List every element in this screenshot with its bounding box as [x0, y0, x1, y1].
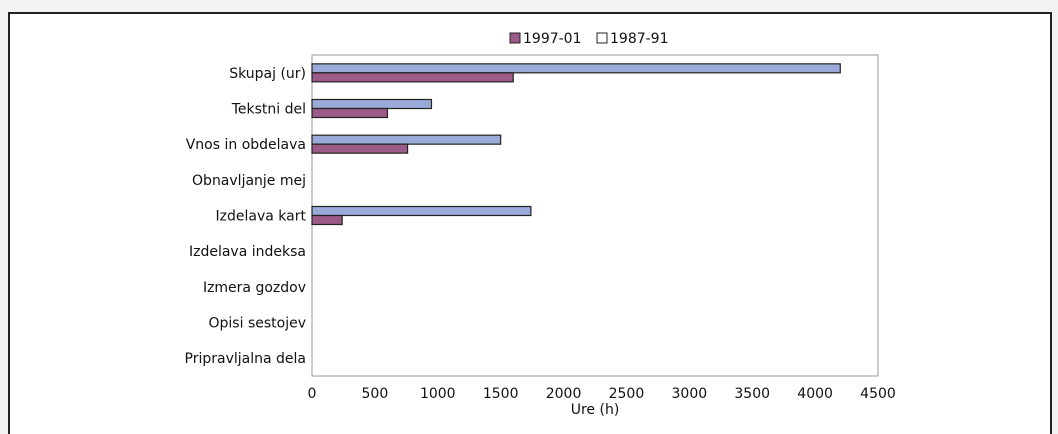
chart-frame: 1997-01 1987-91 Skupaj (ur) Tekstni del Vn… — [8, 12, 1052, 434]
bar-1997-01-tekstni-del — [311, 107, 389, 119]
x-tick-labels: 0 500 1000 1500 2000 2500 3000 3500 4000 4500 — [308, 386, 896, 402]
category-label-obnavljanje-mej: Obnavljanje mej — [192, 173, 306, 189]
category-label-pripravljalna-dela: Pripravljalna dela — [185, 351, 306, 367]
x-tick-1500: 1500 — [483, 386, 519, 402]
category-label-izdelava-indeksa: Izdelava indeksa — [189, 244, 306, 260]
x-tick-1000: 1000 — [420, 386, 456, 402]
legend-label-1997-01: 1997-01 — [523, 31, 582, 47]
legend: 1997-01 1987-91 — [509, 31, 669, 47]
x-tick-2500: 2500 — [609, 386, 645, 402]
legend-swatch-1997-01 — [509, 32, 521, 44]
x-tick-3500: 3500 — [734, 386, 770, 402]
bar-chart: 1997-01 1987-91 Skupaj (ur) Tekstni del Vn… — [185, 31, 896, 418]
bar-1997-01-skupaj-ur — [311, 72, 514, 83]
category-label-tekstni-del: Tekstni del — [231, 102, 306, 118]
x-tick-4000: 4000 — [797, 386, 833, 402]
category-label-skupaj-ur: Skupaj (ur) — [229, 66, 306, 82]
x-tick-500: 500 — [362, 386, 389, 402]
category-label-opisi-sestojev: Opisi sestojev — [209, 316, 306, 332]
legend-label-1987-91: 1987-91 — [610, 31, 669, 47]
x-axis-title: Ure (h) — [571, 402, 620, 418]
legend-swatch-1987-91 — [596, 32, 608, 44]
x-tick-2000: 2000 — [546, 386, 582, 402]
bar-1987-91-skupaj-ur — [311, 63, 841, 74]
x-tick-0: 0 — [308, 386, 317, 402]
x-tick-4500: 4500 — [860, 386, 896, 402]
category-label-izmera-gozdov: Izmera gozdov — [203, 280, 306, 296]
category-label-vnos-in-obdelava: Vnos in obdelava — [186, 137, 306, 153]
x-tick-3000: 3000 — [672, 386, 708, 402]
bar-1987-91-vnos-in-obdelava — [311, 134, 502, 145]
bar-1987-91-izdelava-kart — [311, 205, 532, 217]
bar-1997-01-vnos-in-obdelava — [311, 143, 409, 154]
category-label-izdelava-kart: Izdelava kart — [216, 209, 307, 225]
bars-group — [311, 63, 841, 226]
bar-1987-91-tekstni-del — [311, 98, 433, 110]
category-labels: Skupaj (ur) Tekstni del Vnos in obdelava Ob… — [185, 66, 307, 367]
bar-1997-01-izdelava-kart — [311, 214, 343, 226]
